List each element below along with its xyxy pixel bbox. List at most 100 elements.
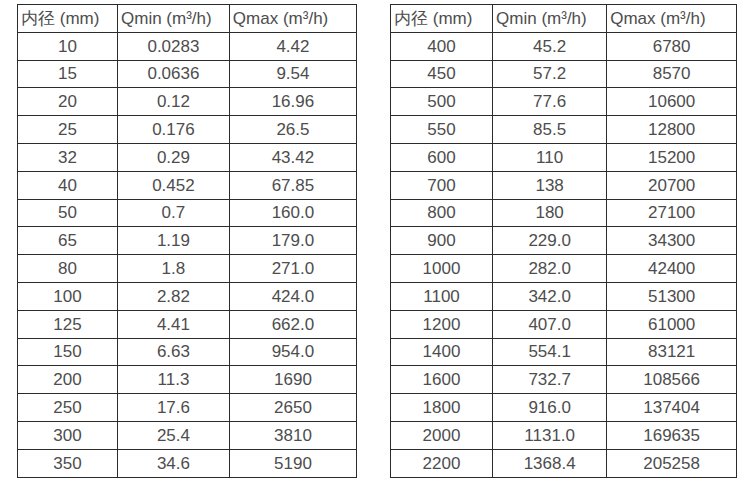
table-cell: 83121 xyxy=(607,338,737,366)
table-row: 1000282.042400 xyxy=(391,255,737,283)
table-cell: 350 xyxy=(18,449,118,477)
table-cell: 1131.0 xyxy=(493,421,607,449)
table-row: 100.02834.42 xyxy=(18,32,357,60)
table-cell: 125 xyxy=(18,310,118,338)
table-cell: 137404 xyxy=(607,394,737,422)
table-cell: 15200 xyxy=(607,143,737,171)
table-cell: 250 xyxy=(18,394,118,422)
column-header: Qmax (m³/h) xyxy=(607,5,737,33)
table-cell: 15 xyxy=(18,60,118,88)
table-row: 20001131.0169635 xyxy=(391,421,737,449)
table-cell: 40 xyxy=(18,171,118,199)
table-cell: 8570 xyxy=(607,60,737,88)
table-row: 22001368.4205258 xyxy=(391,449,737,477)
table-cell: 85.5 xyxy=(493,116,607,144)
spec-table-large-diameter: 内径 (mm)Qmin (m³/h)Qmax (m³/h) 40045.2678… xyxy=(390,4,737,478)
table-row: 70013820700 xyxy=(391,171,737,199)
table-cell: 0.452 xyxy=(118,171,230,199)
table-cell: 900 xyxy=(391,227,493,255)
table-cell: 600 xyxy=(391,143,493,171)
column-header: 内径 (mm) xyxy=(18,5,118,33)
table-cell: 16.96 xyxy=(229,88,356,116)
table-cell: 954.0 xyxy=(229,338,356,366)
table-row: 1600732.7108566 xyxy=(391,366,737,394)
table-cell: 51300 xyxy=(607,282,737,310)
table-cell: 3810 xyxy=(229,421,356,449)
column-header: 内径 (mm) xyxy=(391,5,493,33)
table-cell: 916.0 xyxy=(493,394,607,422)
table-cell: 1000 xyxy=(391,255,493,283)
table-cell: 11.3 xyxy=(118,366,230,394)
table-row: 250.17626.5 xyxy=(18,116,357,144)
table-cell: 300 xyxy=(18,421,118,449)
table-cell: 0.0636 xyxy=(118,60,230,88)
table-cell: 732.7 xyxy=(493,366,607,394)
table-cell: 169635 xyxy=(607,421,737,449)
table-row: 1506.63954.0 xyxy=(18,338,357,366)
table-cell: 2650 xyxy=(229,394,356,422)
table-cell: 400 xyxy=(391,32,493,60)
table-cell: 108566 xyxy=(607,366,737,394)
table-row: 1002.82424.0 xyxy=(18,282,357,310)
table-cell: 424.0 xyxy=(229,282,356,310)
spec-table-small-diameter: 内径 (mm)Qmin (m³/h)Qmax (m³/h) 100.02834.… xyxy=(17,4,357,478)
table-cell: 9.54 xyxy=(229,60,356,88)
table-cell: 1100 xyxy=(391,282,493,310)
table-cell: 67.85 xyxy=(229,171,356,199)
table-cell: 160.0 xyxy=(229,199,356,227)
table-row: 1400554.183121 xyxy=(391,338,737,366)
table-row: 320.2943.42 xyxy=(18,143,357,171)
table-cell: 1690 xyxy=(229,366,356,394)
table-cell: 271.0 xyxy=(229,255,356,283)
table-cell: 25.4 xyxy=(118,421,230,449)
table-cell: 179.0 xyxy=(229,227,356,255)
table-cell: 550 xyxy=(391,116,493,144)
table-cell: 138 xyxy=(493,171,607,199)
table-cell: 662.0 xyxy=(229,310,356,338)
table-cell: 45.2 xyxy=(493,32,607,60)
table-cell: 4.42 xyxy=(229,32,356,60)
table-cell: 0.7 xyxy=(118,199,230,227)
table-row: 30025.43810 xyxy=(18,421,357,449)
table-cell: 77.6 xyxy=(493,88,607,116)
table-cell: 800 xyxy=(391,199,493,227)
table-cell: 2000 xyxy=(391,421,493,449)
table-cell: 20 xyxy=(18,88,118,116)
table-cell: 229.0 xyxy=(493,227,607,255)
table-cell: 110 xyxy=(493,143,607,171)
table-cell: 42400 xyxy=(607,255,737,283)
table-cell: 4.41 xyxy=(118,310,230,338)
table-row: 500.7160.0 xyxy=(18,199,357,227)
table-cell: 200 xyxy=(18,366,118,394)
table-cell: 5190 xyxy=(229,449,356,477)
spec-tables-container: 内径 (mm)Qmin (m³/h)Qmax (m³/h) 100.02834.… xyxy=(0,0,750,478)
table-header-row: 内径 (mm)Qmin (m³/h)Qmax (m³/h) xyxy=(18,5,357,33)
table-cell: 450 xyxy=(391,60,493,88)
table-cell: 10600 xyxy=(607,88,737,116)
table-row: 200.1216.96 xyxy=(18,88,357,116)
table-cell: 10 xyxy=(18,32,118,60)
table-cell: 17.6 xyxy=(118,394,230,422)
table-cell: 61000 xyxy=(607,310,737,338)
table-row: 45057.28570 xyxy=(391,60,737,88)
table-cell: 0.12 xyxy=(118,88,230,116)
table-cell: 0.0283 xyxy=(118,32,230,60)
column-header: Qmax (m³/h) xyxy=(229,5,356,33)
table-cell: 1.19 xyxy=(118,227,230,255)
table-row: 80018027100 xyxy=(391,199,737,227)
table-row: 35034.65190 xyxy=(18,449,357,477)
table-row: 1800916.0137404 xyxy=(391,394,737,422)
table-cell: 554.1 xyxy=(493,338,607,366)
table-cell: 1400 xyxy=(391,338,493,366)
table-cell: 32 xyxy=(18,143,118,171)
table-header-row: 内径 (mm)Qmin (m³/h)Qmax (m³/h) xyxy=(391,5,737,33)
table-cell: 6780 xyxy=(607,32,737,60)
table-cell: 1600 xyxy=(391,366,493,394)
table-cell: 180 xyxy=(493,199,607,227)
column-header: Qmin (m³/h) xyxy=(118,5,230,33)
table-cell: 6.63 xyxy=(118,338,230,366)
table-row: 20011.31690 xyxy=(18,366,357,394)
table-row: 40045.26780 xyxy=(391,32,737,60)
table-row: 1200407.061000 xyxy=(391,310,737,338)
table-cell: 1.8 xyxy=(118,255,230,283)
